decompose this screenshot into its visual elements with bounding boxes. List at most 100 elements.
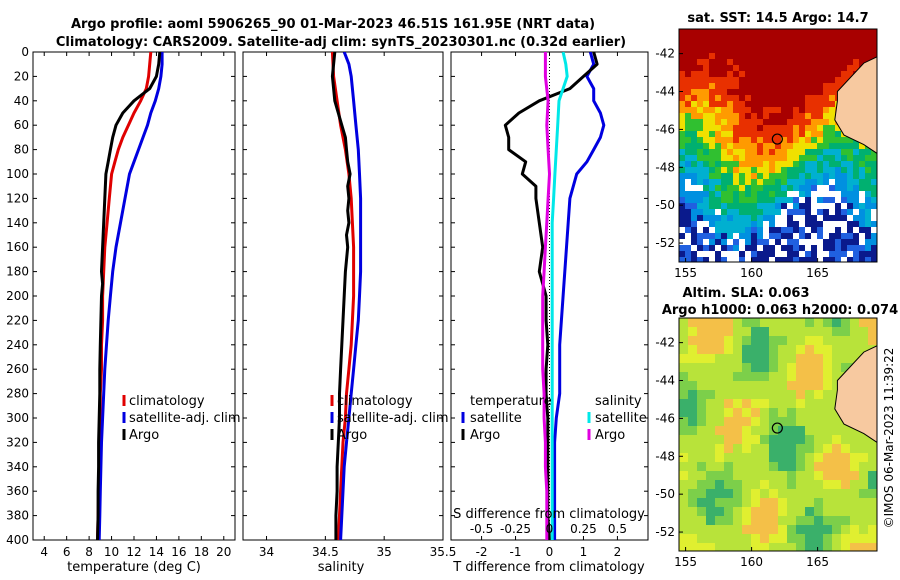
- map-cell: [697, 489, 707, 499]
- map-y-tick-label: -52: [655, 525, 675, 539]
- map-cell: [796, 336, 806, 346]
- map-cell: [769, 453, 779, 463]
- map-cell: [823, 507, 833, 517]
- map-cell: [739, 59, 746, 66]
- map-cell: [775, 149, 782, 156]
- map-cell: [769, 59, 776, 66]
- map-cell: [703, 41, 710, 48]
- map-cell: [724, 327, 734, 337]
- map-cell: [679, 65, 686, 72]
- map-cell: [799, 221, 806, 228]
- map-cell: [679, 53, 686, 60]
- map-cell: [817, 209, 824, 216]
- map-cell: [847, 59, 854, 66]
- map-cell: [859, 143, 866, 150]
- map-cell: [823, 83, 830, 90]
- map-cell: [841, 471, 851, 481]
- x-tick-label: -2: [476, 545, 488, 559]
- map-cell: [760, 534, 770, 544]
- map-cell: [841, 239, 848, 246]
- map-cell: [793, 257, 800, 262]
- map-cell: [691, 191, 698, 198]
- series-line-temperature-satellite: [553, 52, 606, 540]
- map-cell: [811, 203, 818, 210]
- figure-title-line1: Argo profile: aoml 5906265_90 01-Mar-202…: [71, 17, 595, 32]
- map-cell: [709, 65, 716, 72]
- map-cell: [751, 113, 758, 120]
- map-cell: [835, 65, 842, 72]
- map-cell: [781, 113, 788, 120]
- map-cell: [868, 498, 877, 508]
- legend-label-argo: Argo: [337, 428, 367, 443]
- map-cell: [721, 41, 728, 48]
- map-cell: [709, 95, 716, 102]
- map-cell: [703, 29, 710, 36]
- map-cell: [817, 179, 824, 186]
- map-cell: [805, 408, 815, 418]
- map-cell: [697, 47, 704, 54]
- map-cell: [832, 543, 842, 551]
- map-cell: [688, 498, 698, 508]
- map-cell: [823, 65, 830, 72]
- x-tick-label: 10: [104, 545, 119, 559]
- map-cell: [823, 435, 833, 445]
- map-cell: [805, 143, 812, 150]
- map-cell: [871, 47, 877, 54]
- map-cell: [793, 179, 800, 186]
- map-cell: [829, 107, 836, 114]
- map-cell: [715, 89, 722, 96]
- map-cell: [775, 41, 782, 48]
- map-cell: [751, 119, 758, 126]
- map-cell: [721, 53, 728, 60]
- map-cell: [751, 65, 758, 72]
- map-cell: [859, 251, 866, 258]
- map-cell: [724, 516, 734, 526]
- map-cell: [745, 167, 752, 174]
- temperature-legend: climatology satellite-adj. clim Argo: [122, 394, 241, 443]
- map-cell: [760, 372, 770, 382]
- map-cell: [859, 173, 866, 180]
- map-cell: [793, 95, 800, 102]
- map-cell: [871, 221, 877, 228]
- map-cell: [709, 29, 716, 36]
- map-cell: [823, 173, 830, 180]
- map-cell: [787, 77, 794, 84]
- map-cell: [769, 125, 776, 132]
- depth-tick-label: 40: [14, 94, 29, 108]
- map-cell: [751, 137, 758, 144]
- map-cell: [688, 345, 698, 355]
- map-cell: [685, 257, 692, 262]
- map-cell: [799, 71, 806, 78]
- map-cell: [775, 95, 782, 102]
- map-cell: [742, 543, 752, 551]
- map-cell: [832, 444, 842, 454]
- map-cell: [817, 239, 824, 246]
- map-cell: [793, 227, 800, 234]
- map-cell: [721, 113, 728, 120]
- map-cell: [721, 29, 728, 36]
- map-cell: [805, 47, 812, 54]
- map-cell: [745, 59, 752, 66]
- map-cell: [697, 161, 704, 168]
- map-cell: [787, 257, 794, 262]
- map-cell: [733, 327, 743, 337]
- map-cell: [691, 161, 698, 168]
- map-cell: [721, 65, 728, 72]
- map-cell: [811, 233, 818, 240]
- map-cell: [811, 125, 818, 132]
- map-y-tick-label: -44: [655, 85, 675, 99]
- map-cell: [751, 53, 758, 60]
- map-cell: [688, 390, 698, 400]
- map-cell: [799, 233, 806, 240]
- map-cell: [796, 345, 806, 355]
- map-cell: [727, 251, 734, 258]
- map-cell: [769, 444, 779, 454]
- map-cell: [760, 381, 770, 391]
- map-cell: [760, 453, 770, 463]
- map-cell: [811, 143, 818, 150]
- map-cell: [685, 251, 692, 258]
- map-cell: [769, 471, 779, 481]
- map-cell: [742, 426, 752, 436]
- map-cell: [841, 47, 848, 54]
